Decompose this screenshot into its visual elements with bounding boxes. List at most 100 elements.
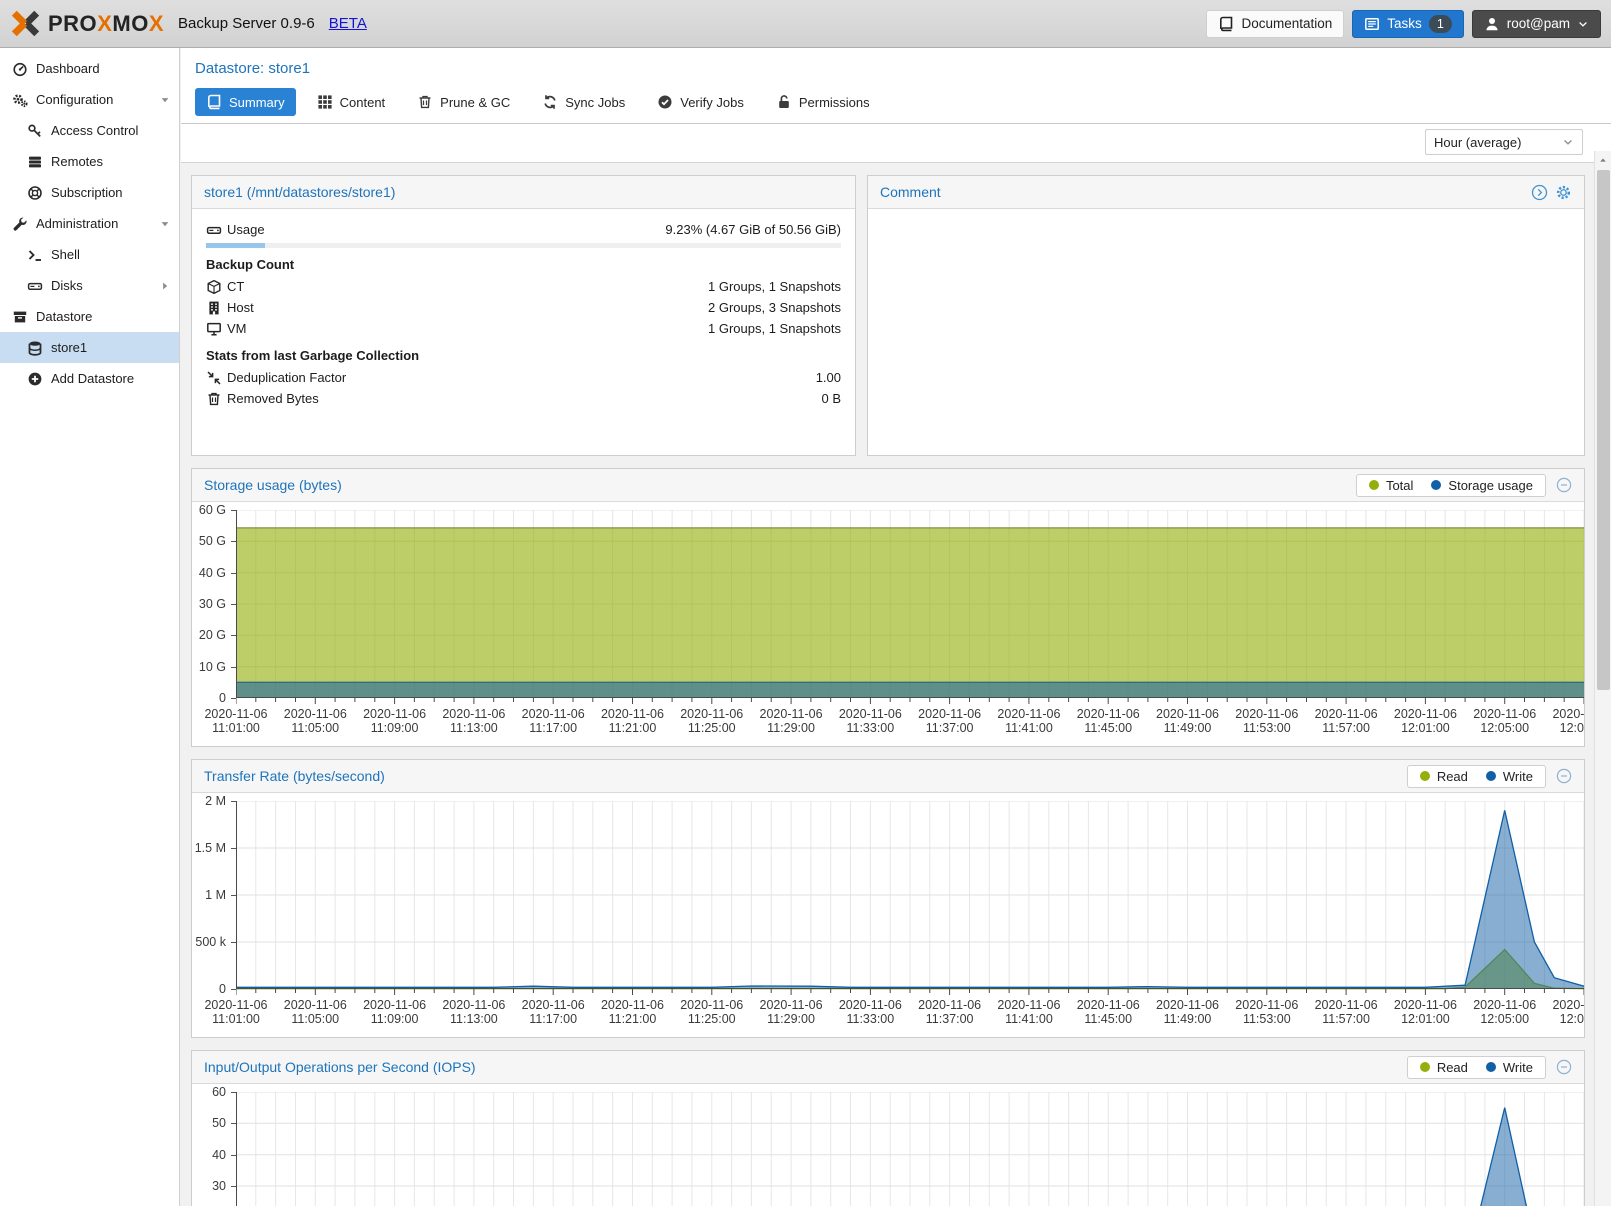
user-menu-button[interactable]: root@pam — [1471, 9, 1601, 38]
x-axis-tick-label: 2020-11-06 11:45:00 — [1060, 998, 1156, 1026]
tab-sync-jobs[interactable]: Sync Jobs — [531, 88, 636, 116]
legend-item-write[interactable]: Write — [1485, 769, 1533, 784]
x-tick-date: 2020-11-06 — [1393, 707, 1457, 721]
sidebar-item-label: Configuration — [36, 92, 114, 107]
x-tick-date: 2020-11-06 — [1235, 998, 1299, 1012]
tab-content[interactable]: Content — [306, 88, 397, 116]
sidebar-item-administration[interactable]: Administration — [0, 208, 179, 239]
transfer-chart-title: Transfer Rate (bytes/second) — [204, 768, 385, 784]
sidebar-item-access-control[interactable]: Access Control — [0, 115, 179, 146]
gear-icon[interactable] — [1555, 184, 1572, 201]
y-axis-tick — [231, 848, 236, 849]
x-tick-time: 11:33:00 — [846, 721, 895, 735]
beta-link[interactable]: BETA — [328, 15, 367, 32]
x-tick-time: 11:45:00 — [1084, 1012, 1133, 1026]
check-circle-icon — [657, 94, 673, 110]
sidebar-item-add-datastore[interactable]: Add Datastore — [0, 363, 179, 394]
sidebar-item-subscription[interactable]: Subscription — [0, 177, 179, 208]
sidebar-item-label: Disks — [51, 278, 83, 293]
chevron-down-icon — [1562, 136, 1574, 148]
info-label: Host — [227, 300, 254, 315]
header-actions: Documentation Tasks 1 root@pam — [1206, 9, 1601, 38]
storage-chart-plot — [236, 510, 1584, 704]
sidebar-item-remotes[interactable]: Remotes — [0, 146, 179, 177]
x-axis-tick-label: 2020-11-06 11:09:00 — [347, 707, 443, 735]
y-axis-tick-label: 50 G — [198, 534, 226, 549]
x-tick-date: 2020-11-06 — [1314, 707, 1378, 721]
y-axis-tick — [231, 1123, 236, 1125]
content-area: store1 (/mnt/datastores/store1) Usage 9.… — [181, 163, 1611, 1206]
expand-circle-icon[interactable] — [1531, 184, 1548, 201]
x-axis-tick-label: 2020-11-06 11:29:00 — [743, 998, 839, 1026]
x-tick-time: 11:25:00 — [687, 721, 736, 735]
documentation-button[interactable]: Documentation — [1206, 9, 1345, 38]
y-axis-labels: 0 10 G 20 G 30 G 40 G 50 G 60 G — [192, 502, 236, 736]
legend-item-read[interactable]: Read — [1419, 769, 1468, 784]
tab-label: Permissions — [798, 94, 870, 110]
vertical-scrollbar[interactable] — [1594, 151, 1611, 1206]
x-tick-date: 2020-11-06 — [680, 998, 744, 1012]
sidebar-item-dashboard[interactable]: Dashboard — [0, 53, 179, 84]
sidebar-item-datastore[interactable]: Datastore — [0, 301, 179, 332]
wordmark-segment: PRO — [48, 10, 98, 36]
key-icon — [27, 123, 43, 139]
tab-prune-gc[interactable]: Prune & GC — [406, 88, 521, 116]
legend-label: Storage usage — [1448, 477, 1533, 493]
legend-item-total[interactable]: Total — [1368, 478, 1413, 493]
x-axis-tick-label: 2020-11-06 12:05:00 — [1457, 707, 1553, 735]
tasks-button[interactable]: Tasks 1 — [1352, 9, 1464, 38]
tab-label: Sync Jobs — [565, 94, 626, 110]
y-axis-labels: 0 500 k 1 M 1.5 M 2 M — [192, 793, 236, 1027]
terminal-icon — [27, 247, 43, 263]
y-axis-tick — [231, 510, 236, 511]
legend-dot — [1368, 480, 1379, 490]
y-axis-tick — [231, 801, 236, 802]
x-tick-time: 12:01:00 — [1401, 721, 1450, 735]
legend-item-storage-usage[interactable]: Storage usage — [1431, 478, 1533, 493]
x-tick-time: 11:57:00 — [1322, 1012, 1370, 1026]
comment-body[interactable] — [868, 209, 1584, 229]
tab-bar: Summary Content Prune & GC Sync Jobs Verify … — [195, 88, 1597, 123]
tab-permissions[interactable]: Permissions — [765, 88, 881, 116]
sidebar-item-store1[interactable]: store1 — [0, 332, 179, 363]
x-axis-tick-label: 2020-11-06 11:57:00 — [1298, 707, 1394, 735]
store1-summary-panel: store1 (/mnt/datastores/store1) Usage 9.… — [191, 175, 856, 456]
x-tick-date: 2020-11-06 — [363, 707, 427, 721]
legend-item-read[interactable]: Read — [1419, 1059, 1468, 1075]
sidebar-item-label: Administration — [36, 216, 119, 231]
sidebar-item-disks[interactable]: Disks — [0, 270, 179, 301]
scrollbar-up-arrow-icon[interactable] — [1595, 151, 1611, 168]
legend-dot — [1419, 1062, 1430, 1072]
transfer-chart-legend: Read Write — [1406, 764, 1546, 788]
y-axis-tick-label: 1.5 M — [194, 841, 226, 855]
proxmox-wordmark: PROXMOX — [48, 10, 164, 36]
y-axis-tick — [231, 1092, 236, 1093]
y-axis-tick — [231, 1154, 236, 1156]
info-value: 1 Groups, 1 Snapshots — [708, 321, 841, 336]
x-axis-tick-label: 2020-11-06 11:41:00 — [981, 998, 1077, 1026]
x-tick-time: 11:17:00 — [529, 1012, 578, 1026]
store1-panel-title: store1 (/mnt/datastores/store1) — [204, 184, 396, 200]
sidebar-item-shell[interactable]: Shell — [0, 239, 179, 270]
x-tick-time: 11:09:00 — [370, 1012, 419, 1026]
x-tick-time: 11:33:00 — [846, 1012, 895, 1026]
x-axis-tick-label: 2020-11-06 11:33:00 — [822, 998, 918, 1026]
store1-panel-body: Usage 9.23% (4.67 GiB of 50.56 GiB) Back… — [192, 209, 855, 419]
proxmox-logo: PROXMOX Backup Server 0.9-6 BETA — [10, 8, 367, 39]
scrollbar-thumb[interactable] — [1597, 170, 1610, 690]
y-axis-tick-label: 0 — [219, 982, 226, 996]
sidebar-item-configuration[interactable]: Configuration — [0, 84, 179, 115]
timeframe-select[interactable]: Hour (average) — [1425, 129, 1583, 155]
legend-label: Read — [1436, 1059, 1468, 1075]
tab-verify-jobs[interactable]: Verify Jobs — [646, 88, 755, 116]
collapse-chart-icon[interactable] — [1556, 1059, 1572, 1075]
collapse-chart-icon[interactable] — [1556, 768, 1572, 784]
tab-summary[interactable]: Summary — [195, 88, 296, 116]
x-tick-date: 2020-11-06 — [204, 998, 268, 1012]
x-tick-date: 2020-11-06 — [1552, 707, 1585, 721]
y-axis-tick-label: 40 — [212, 1147, 226, 1162]
x-tick-time: 11:05:00 — [291, 721, 340, 735]
legend-item-write[interactable]: Write — [1485, 1060, 1533, 1075]
info-label: Deduplication Factor — [227, 370, 347, 385]
collapse-chart-icon[interactable] — [1556, 477, 1572, 493]
